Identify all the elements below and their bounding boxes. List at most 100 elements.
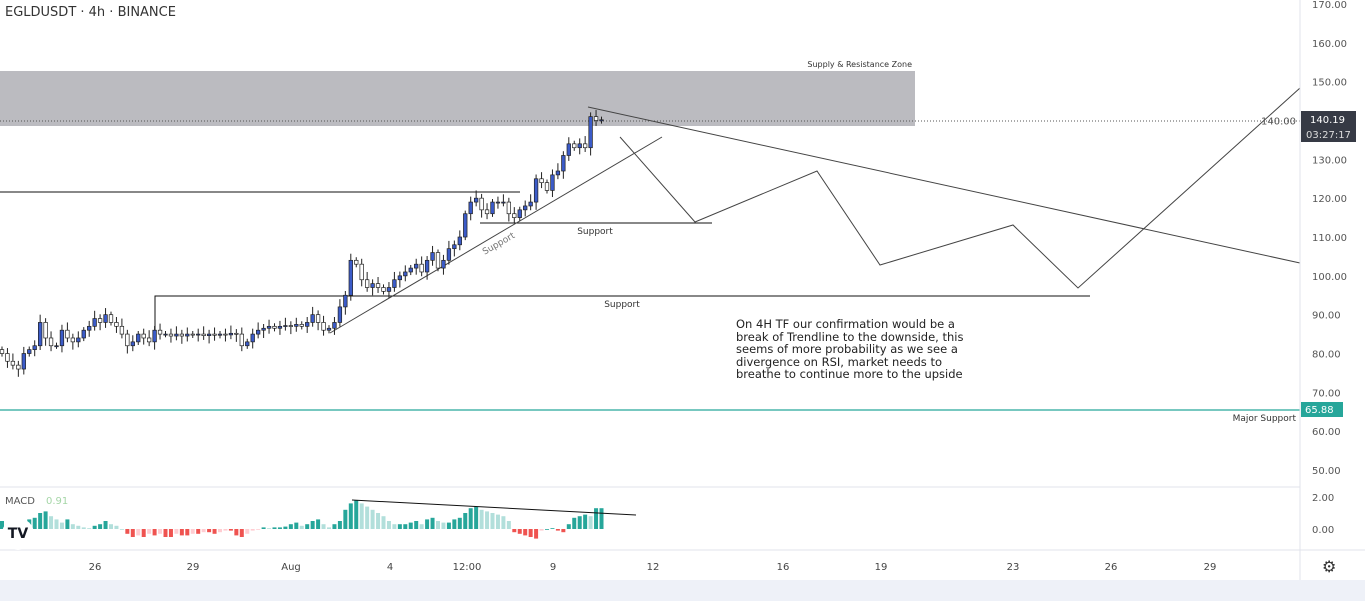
macd-tick: 2.00 <box>1312 493 1334 504</box>
macd-bar <box>87 528 92 529</box>
macd-bar <box>457 517 462 529</box>
macd-bar <box>81 527 86 529</box>
candle-body <box>43 322 48 339</box>
macd-bar <box>452 519 457 529</box>
candle-body <box>446 248 452 261</box>
macd-bar <box>130 529 135 537</box>
gear-icon[interactable]: ⚙ <box>1322 557 1337 576</box>
candle-body <box>108 314 114 323</box>
descending-trendline[interactable] <box>587 106 1301 264</box>
price-tick: 120.00 <box>1312 194 1347 205</box>
macd-bar <box>250 529 255 531</box>
price-tick: 50.00 <box>1312 466 1341 477</box>
candle-body <box>87 325 92 331</box>
macd-divergence-line[interactable] <box>351 499 637 516</box>
supply-zone[interactable] <box>0 71 915 126</box>
time-tick: 26 <box>1105 562 1118 573</box>
macd-bar <box>0 521 4 529</box>
candle-body <box>419 263 424 273</box>
macd-bar <box>92 525 97 529</box>
macd-bar <box>550 528 555 529</box>
candle-body <box>299 324 304 327</box>
macd-bar <box>218 529 222 533</box>
candle-body <box>484 209 490 215</box>
macd-bar <box>168 529 173 537</box>
trendline-label: Support <box>481 231 517 258</box>
candle-body <box>392 279 397 288</box>
analysis-note[interactable]: On 4H TF our confirmation would be a bre… <box>736 317 964 381</box>
macd-bar <box>545 529 549 530</box>
candle-body <box>577 143 582 149</box>
candle-body <box>408 267 413 273</box>
macd-bar <box>463 513 468 529</box>
macd-bar <box>163 529 168 537</box>
macd-bar <box>408 522 413 529</box>
candle-body <box>332 322 337 329</box>
macd-bar <box>76 525 81 529</box>
time-tick: 4 <box>387 562 393 573</box>
candle-body <box>272 325 277 329</box>
candle-body <box>5 353 10 362</box>
price-tick: 70.00 <box>1312 388 1341 399</box>
candle-body <box>441 259 446 269</box>
macd-bar <box>65 519 70 529</box>
macd-bar <box>245 529 250 534</box>
candle-body <box>310 314 315 323</box>
time-tick: 19 <box>875 562 888 573</box>
candle-body <box>593 116 599 121</box>
macd-bar <box>228 529 233 531</box>
macd-bar <box>32 517 37 529</box>
macd-bar <box>572 517 577 529</box>
macd-bar <box>414 521 419 529</box>
macd-bar <box>54 519 59 529</box>
candle-body <box>250 333 255 343</box>
macd-bar <box>539 529 544 531</box>
macd-bar <box>256 529 261 530</box>
symbol-title[interactable]: EGLDUSDT · 4h · BINANCE <box>5 5 176 20</box>
candle-body <box>212 333 217 336</box>
macd-tick: 0.00 <box>1312 525 1334 536</box>
macd-bar <box>103 521 108 529</box>
macd-bar <box>479 509 484 529</box>
candle-body <box>37 322 43 347</box>
candle-body <box>343 294 348 308</box>
candle-body <box>463 213 468 238</box>
macd-bar <box>141 529 146 537</box>
time-tick: 12 <box>647 562 660 573</box>
macd-bar <box>70 524 75 529</box>
candle-body <box>119 325 125 335</box>
macd-bar <box>528 529 533 537</box>
time-axis: 26 29 Aug 4 12:00 9 12 16 19 23 26 29 <box>89 562 1217 573</box>
macd-bar <box>283 526 288 529</box>
candle-body <box>168 333 174 337</box>
candle-body <box>157 329 163 335</box>
last-price-value: 140.19 <box>1310 115 1345 126</box>
candle-body <box>572 143 577 149</box>
macd-bar <box>196 529 201 534</box>
tradingview-logo[interactable]: TV <box>2 518 34 550</box>
candle-body <box>234 332 239 335</box>
projected-path[interactable] <box>619 87 1301 289</box>
support-line-lower[interactable] <box>154 295 1090 330</box>
macd-bar <box>212 529 217 534</box>
macd-bar <box>98 524 103 529</box>
support-lower-label: Support <box>604 300 640 310</box>
candle-body <box>136 333 141 343</box>
candle-body <box>256 329 261 335</box>
macd-bar <box>430 517 435 529</box>
candle-body <box>561 155 566 172</box>
macd-bar <box>359 503 364 529</box>
macd-bar <box>354 500 359 529</box>
price-tick: 140.00 <box>1261 117 1296 128</box>
time-tick: 9 <box>550 562 556 573</box>
macd-bar <box>305 524 310 529</box>
ascending-trendline[interactable] <box>329 136 663 334</box>
macd-bar <box>310 521 315 529</box>
candle-body <box>228 332 234 336</box>
macd-bar <box>392 524 397 529</box>
candle-body <box>512 213 517 218</box>
macd-bar <box>114 525 119 529</box>
candle-body <box>468 201 473 215</box>
macd-bar <box>370 509 375 529</box>
